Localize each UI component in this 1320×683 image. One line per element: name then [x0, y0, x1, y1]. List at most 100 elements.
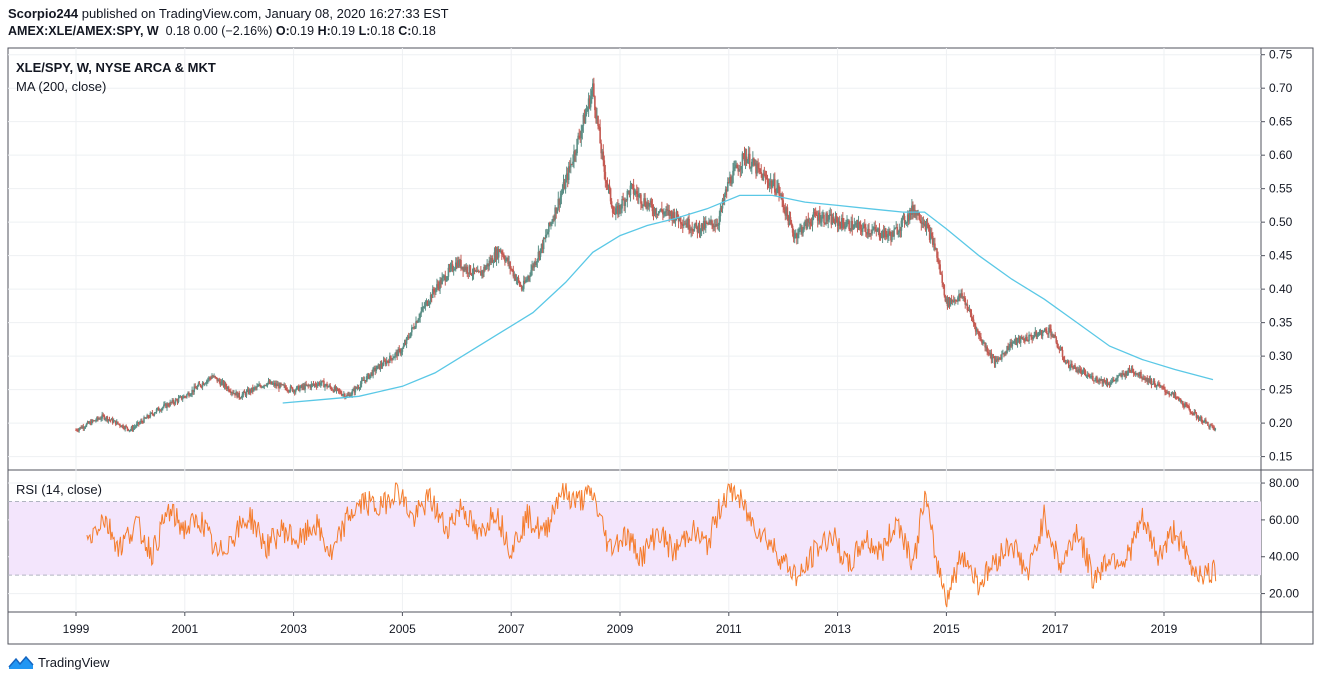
candle-body: [179, 396, 182, 398]
candle-body: [323, 381, 325, 388]
candle-body: [377, 364, 380, 366]
price-tick-label: 0.75: [1269, 48, 1293, 62]
candle-body: [175, 399, 178, 401]
candle-body: [1079, 368, 1082, 371]
candle-body: [792, 232, 795, 239]
candle-body: [397, 349, 400, 357]
candle-body: [549, 222, 551, 226]
candle-body: [458, 260, 460, 267]
candle-body: [1207, 422, 1209, 426]
candle-body: [228, 390, 231, 392]
candle-body: [123, 427, 125, 429]
candle-body: [374, 367, 376, 372]
price-tick-label: 0.65: [1269, 115, 1293, 129]
candle-body: [465, 266, 468, 271]
candle-body: [522, 280, 525, 289]
candle-body: [186, 394, 188, 397]
candle-body: [317, 382, 320, 385]
candle-body: [862, 224, 865, 229]
candle-body: [1094, 380, 1096, 382]
candle-body: [622, 199, 624, 201]
candle-body: [850, 220, 852, 231]
candle-body: [819, 212, 821, 223]
candle-body: [425, 300, 428, 304]
candle-body: [1199, 417, 1202, 419]
candle-body: [505, 259, 507, 262]
candle-body: [130, 427, 133, 431]
candle-body: [227, 387, 230, 391]
candle-body: [503, 254, 505, 259]
candle-body: [96, 417, 98, 421]
candle-body: [748, 153, 751, 168]
candle-body: [405, 337, 408, 344]
candle-body: [555, 207, 557, 214]
candle-body: [324, 385, 326, 388]
candle-body: [939, 264, 941, 274]
tradingview-footer[interactable]: TradingView: [8, 654, 110, 670]
candle-body: [388, 361, 390, 363]
candle-body: [454, 262, 457, 269]
candle-body: [737, 168, 740, 172]
candle-body: [1053, 334, 1055, 338]
candle-body: [518, 281, 521, 286]
candle-body: [930, 232, 933, 237]
candle-body: [763, 173, 766, 175]
candle-body: [1167, 392, 1169, 394]
candle-body: [857, 222, 860, 228]
candle-body: [78, 428, 80, 431]
candle-body: [1172, 392, 1175, 395]
candle-body: [241, 394, 244, 398]
candle-body: [642, 204, 644, 206]
candle-body: [246, 389, 249, 392]
candle-body: [592, 83, 594, 91]
candle-body: [171, 400, 174, 403]
candle-body: [837, 221, 840, 226]
candle-body: [1173, 393, 1176, 395]
candle-body: [745, 156, 748, 164]
candle-body: [829, 214, 832, 216]
candle-body: [656, 213, 659, 215]
candle-body: [588, 98, 591, 108]
candle-body: [660, 208, 662, 211]
candle-body: [751, 161, 753, 168]
candle-body: [759, 168, 761, 173]
candle-body: [1184, 403, 1186, 407]
candle-body: [979, 335, 981, 337]
candle-body: [248, 389, 251, 394]
candle-body: [1061, 349, 1064, 357]
candle-body: [783, 207, 786, 210]
rsi-band-fill: [9, 501, 1261, 576]
candle-body: [494, 252, 497, 260]
candle-body: [1178, 398, 1181, 401]
candle-body: [655, 213, 658, 215]
candle-body: [599, 127, 601, 144]
candle-body: [865, 227, 867, 233]
candle-body: [754, 163, 756, 166]
candle-body: [877, 228, 880, 230]
candle-body: [840, 217, 843, 229]
candle-body: [402, 346, 405, 349]
candle-body: [486, 263, 488, 267]
candle-body: [889, 231, 891, 235]
candle-body: [119, 424, 121, 426]
candle-body: [409, 332, 412, 338]
candle-body: [1096, 377, 1098, 381]
candle-body: [368, 373, 370, 379]
candle-body: [692, 230, 695, 232]
candle-body: [170, 401, 172, 403]
candle-body: [571, 163, 573, 165]
candle-body: [414, 327, 416, 329]
candle-body: [603, 160, 606, 172]
candle-body: [1072, 367, 1074, 369]
candle-body: [611, 206, 614, 213]
candle-body: [856, 223, 859, 228]
author-name[interactable]: Scorpio244: [8, 6, 79, 21]
candle-body: [667, 209, 669, 211]
candle-body: [114, 420, 117, 425]
price-tick-label: 0.30: [1269, 349, 1293, 363]
candle-body: [811, 218, 814, 225]
candle-body: [148, 417, 151, 419]
candle-body: [100, 418, 102, 420]
candle-body: [508, 261, 510, 264]
